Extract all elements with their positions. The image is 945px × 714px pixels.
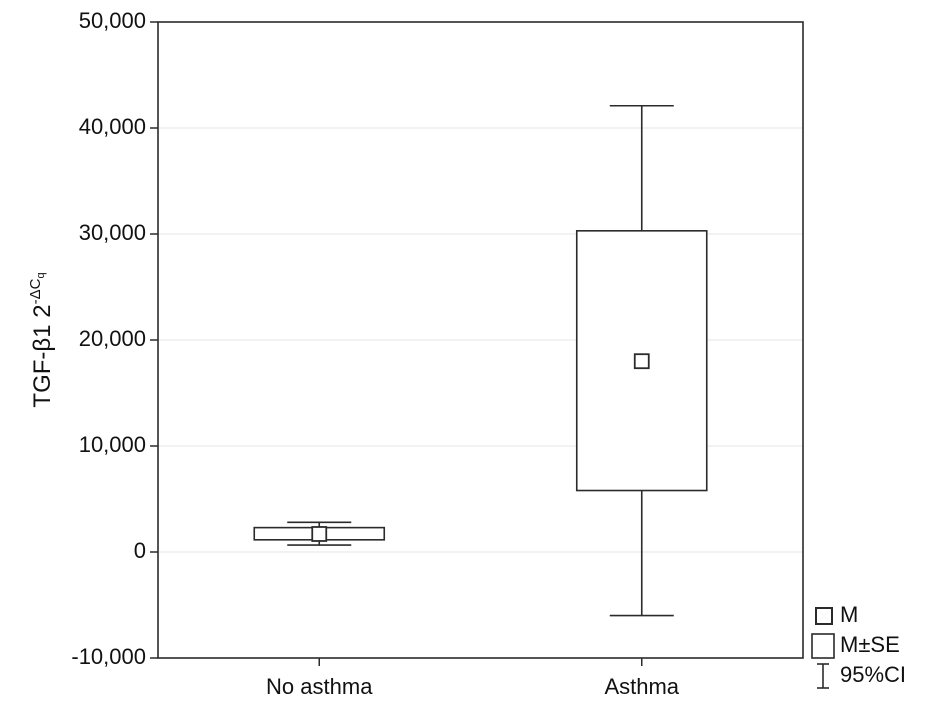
legend-label: 95%CI: [840, 662, 906, 687]
y-tick-label: 50,000: [79, 8, 146, 33]
legend-item-1: M±SE: [811, 632, 900, 659]
legend: M M±SE 95%CI: [811, 602, 906, 689]
y-axis-label-main: TGF-β1: [29, 318, 56, 408]
axes: [150, 21, 804, 666]
legend-label: M: [840, 602, 858, 627]
x-category-label: Asthma: [604, 674, 679, 699]
y-tick-label: 20,000: [79, 326, 146, 351]
y-axis-label-exponent: -ΔC: [27, 278, 44, 304]
data-series: [253, 104, 708, 617]
y-tick-label: -10,000: [71, 644, 146, 669]
axis-labels: -10,000 0 10,000 20,000 30,000 40,000 50,000 No…: [27, 8, 680, 699]
x-category-label: No asthma: [266, 674, 373, 699]
series-group-1: [575, 104, 708, 617]
y-axis-label-exponent-subscript: q: [35, 272, 47, 278]
y-axis-label: TGF-β1 2-ΔCq: [27, 272, 56, 407]
legend-item-0: M: [815, 602, 858, 627]
y-tick-label: 10,000: [79, 432, 146, 457]
y-tick-label: 0: [134, 538, 146, 563]
y-tick-label: 30,000: [79, 220, 146, 245]
legend-mean-symbol: [815, 607, 833, 625]
y-tick-label: 40,000: [79, 114, 146, 139]
mean-marker: [633, 353, 650, 370]
legend-label: M±SE: [840, 632, 900, 657]
series-group-0: [253, 521, 386, 546]
mean-marker: [311, 526, 328, 542]
legend-se-symbol: [811, 633, 835, 659]
y-axis-label-base: 2: [29, 304, 56, 317]
legend-item-2: 95%CI: [817, 662, 906, 689]
